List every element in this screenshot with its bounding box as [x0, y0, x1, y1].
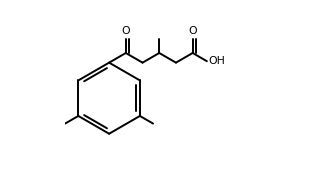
- Text: OH: OH: [208, 56, 225, 66]
- Text: O: O: [122, 26, 130, 36]
- Text: O: O: [188, 26, 197, 36]
